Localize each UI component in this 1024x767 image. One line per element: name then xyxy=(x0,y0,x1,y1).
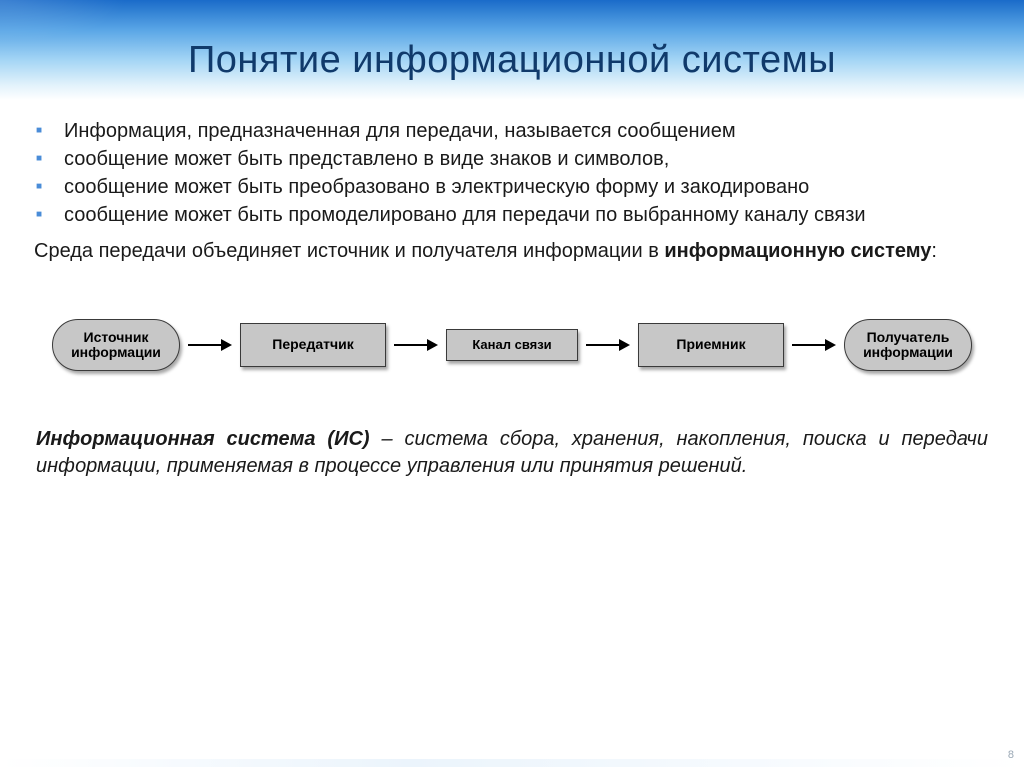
intro-paragraph: Среда передачи объединяет источник и пол… xyxy=(34,238,990,264)
footer-decoration xyxy=(0,759,1024,767)
bullet-item: Информация, предназначенная для передачи… xyxy=(64,118,990,144)
para-lead: Среда передачи объединяет источник и пол… xyxy=(34,240,664,262)
content-area: Информация, предназначенная для передачи… xyxy=(0,100,1024,480)
bullet-list: Информация, предназначенная для передачи… xyxy=(34,118,990,228)
node-transmitter: Передатчик xyxy=(240,323,386,367)
arrow-icon xyxy=(792,338,836,352)
header-band: Понятие информационной системы xyxy=(0,0,1024,100)
page-title: Понятие информационной системы xyxy=(188,39,836,82)
arrow-icon xyxy=(586,338,630,352)
bullet-item: сообщение может быть промоделировано для… xyxy=(64,202,990,228)
definition-term: Информационная система (ИС) xyxy=(36,428,370,450)
bullet-item: сообщение может быть преобразовано в эле… xyxy=(64,174,990,200)
node-receiver: Приемник xyxy=(638,323,784,367)
flow-diagram: Источник информации Передатчик Канал свя… xyxy=(34,319,990,371)
page-number: 8 xyxy=(1008,749,1014,761)
node-channel: Канал связи xyxy=(446,329,578,361)
para-tail: : xyxy=(931,240,937,262)
node-destination: Получатель информации xyxy=(844,319,972,371)
bullet-item: сообщение может быть представлено в виде… xyxy=(64,146,990,172)
node-source: Источник информации xyxy=(52,319,180,371)
arrow-icon xyxy=(394,338,438,352)
arrow-icon xyxy=(188,338,232,352)
para-strong: информационную систему xyxy=(664,240,931,262)
definition-paragraph: Информационная система (ИС) – система сб… xyxy=(34,426,990,480)
